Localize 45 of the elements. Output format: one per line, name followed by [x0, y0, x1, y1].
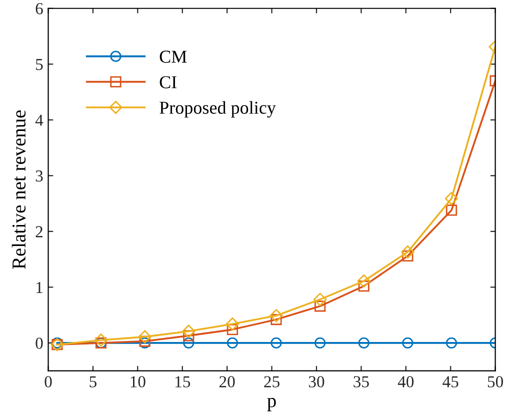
y-axis-title: Relative net revenue [12, 110, 26, 269]
point [402, 337, 414, 348]
x-tick-label: 10 [130, 376, 146, 388]
x-tick-label: 40 [398, 376, 414, 388]
x-tick-label: 30 [308, 376, 324, 388]
point [358, 337, 370, 348]
x-tick-label: 20 [219, 376, 235, 388]
x-tick-label: 0 [44, 376, 52, 388]
y-tick-label: 5 [36, 59, 43, 70]
x-tick-label: 35 [354, 376, 369, 388]
point [270, 314, 282, 326]
point [183, 337, 194, 348]
x-tick-label: 50 [488, 376, 503, 388]
point [444, 192, 458, 206]
x-axis-title: p [267, 398, 276, 412]
x-tick-label: 15 [176, 376, 190, 388]
point [401, 245, 414, 259]
point [446, 337, 458, 348]
point [226, 317, 240, 331]
point [138, 330, 152, 344]
legend-label: CI [160, 76, 177, 88]
x-tick-label: 45 [442, 376, 458, 388]
y-tick-label: 0 [36, 338, 43, 349]
point [270, 337, 282, 348]
point [358, 280, 370, 292]
point [226, 337, 238, 348]
x-tick-label: 5 [90, 376, 96, 388]
point [314, 337, 326, 348]
y-tick-label: 1 [36, 282, 42, 293]
legend-label: Proposed policy [160, 101, 276, 118]
point [270, 309, 283, 322]
point [446, 204, 458, 216]
y-tick-label: 6 [36, 3, 43, 14]
point [94, 334, 108, 347]
point [313, 292, 327, 306]
point [402, 250, 414, 262]
point [226, 324, 238, 336]
point [182, 324, 196, 338]
x-tick-label: 25 [264, 376, 280, 388]
y-tick-label: 4 [35, 114, 44, 126]
y-tick-label: 3 [36, 170, 43, 182]
point [357, 274, 370, 288]
legend-label: CM [160, 50, 187, 63]
point [314, 300, 326, 312]
y-tick-label: 2 [36, 226, 42, 238]
